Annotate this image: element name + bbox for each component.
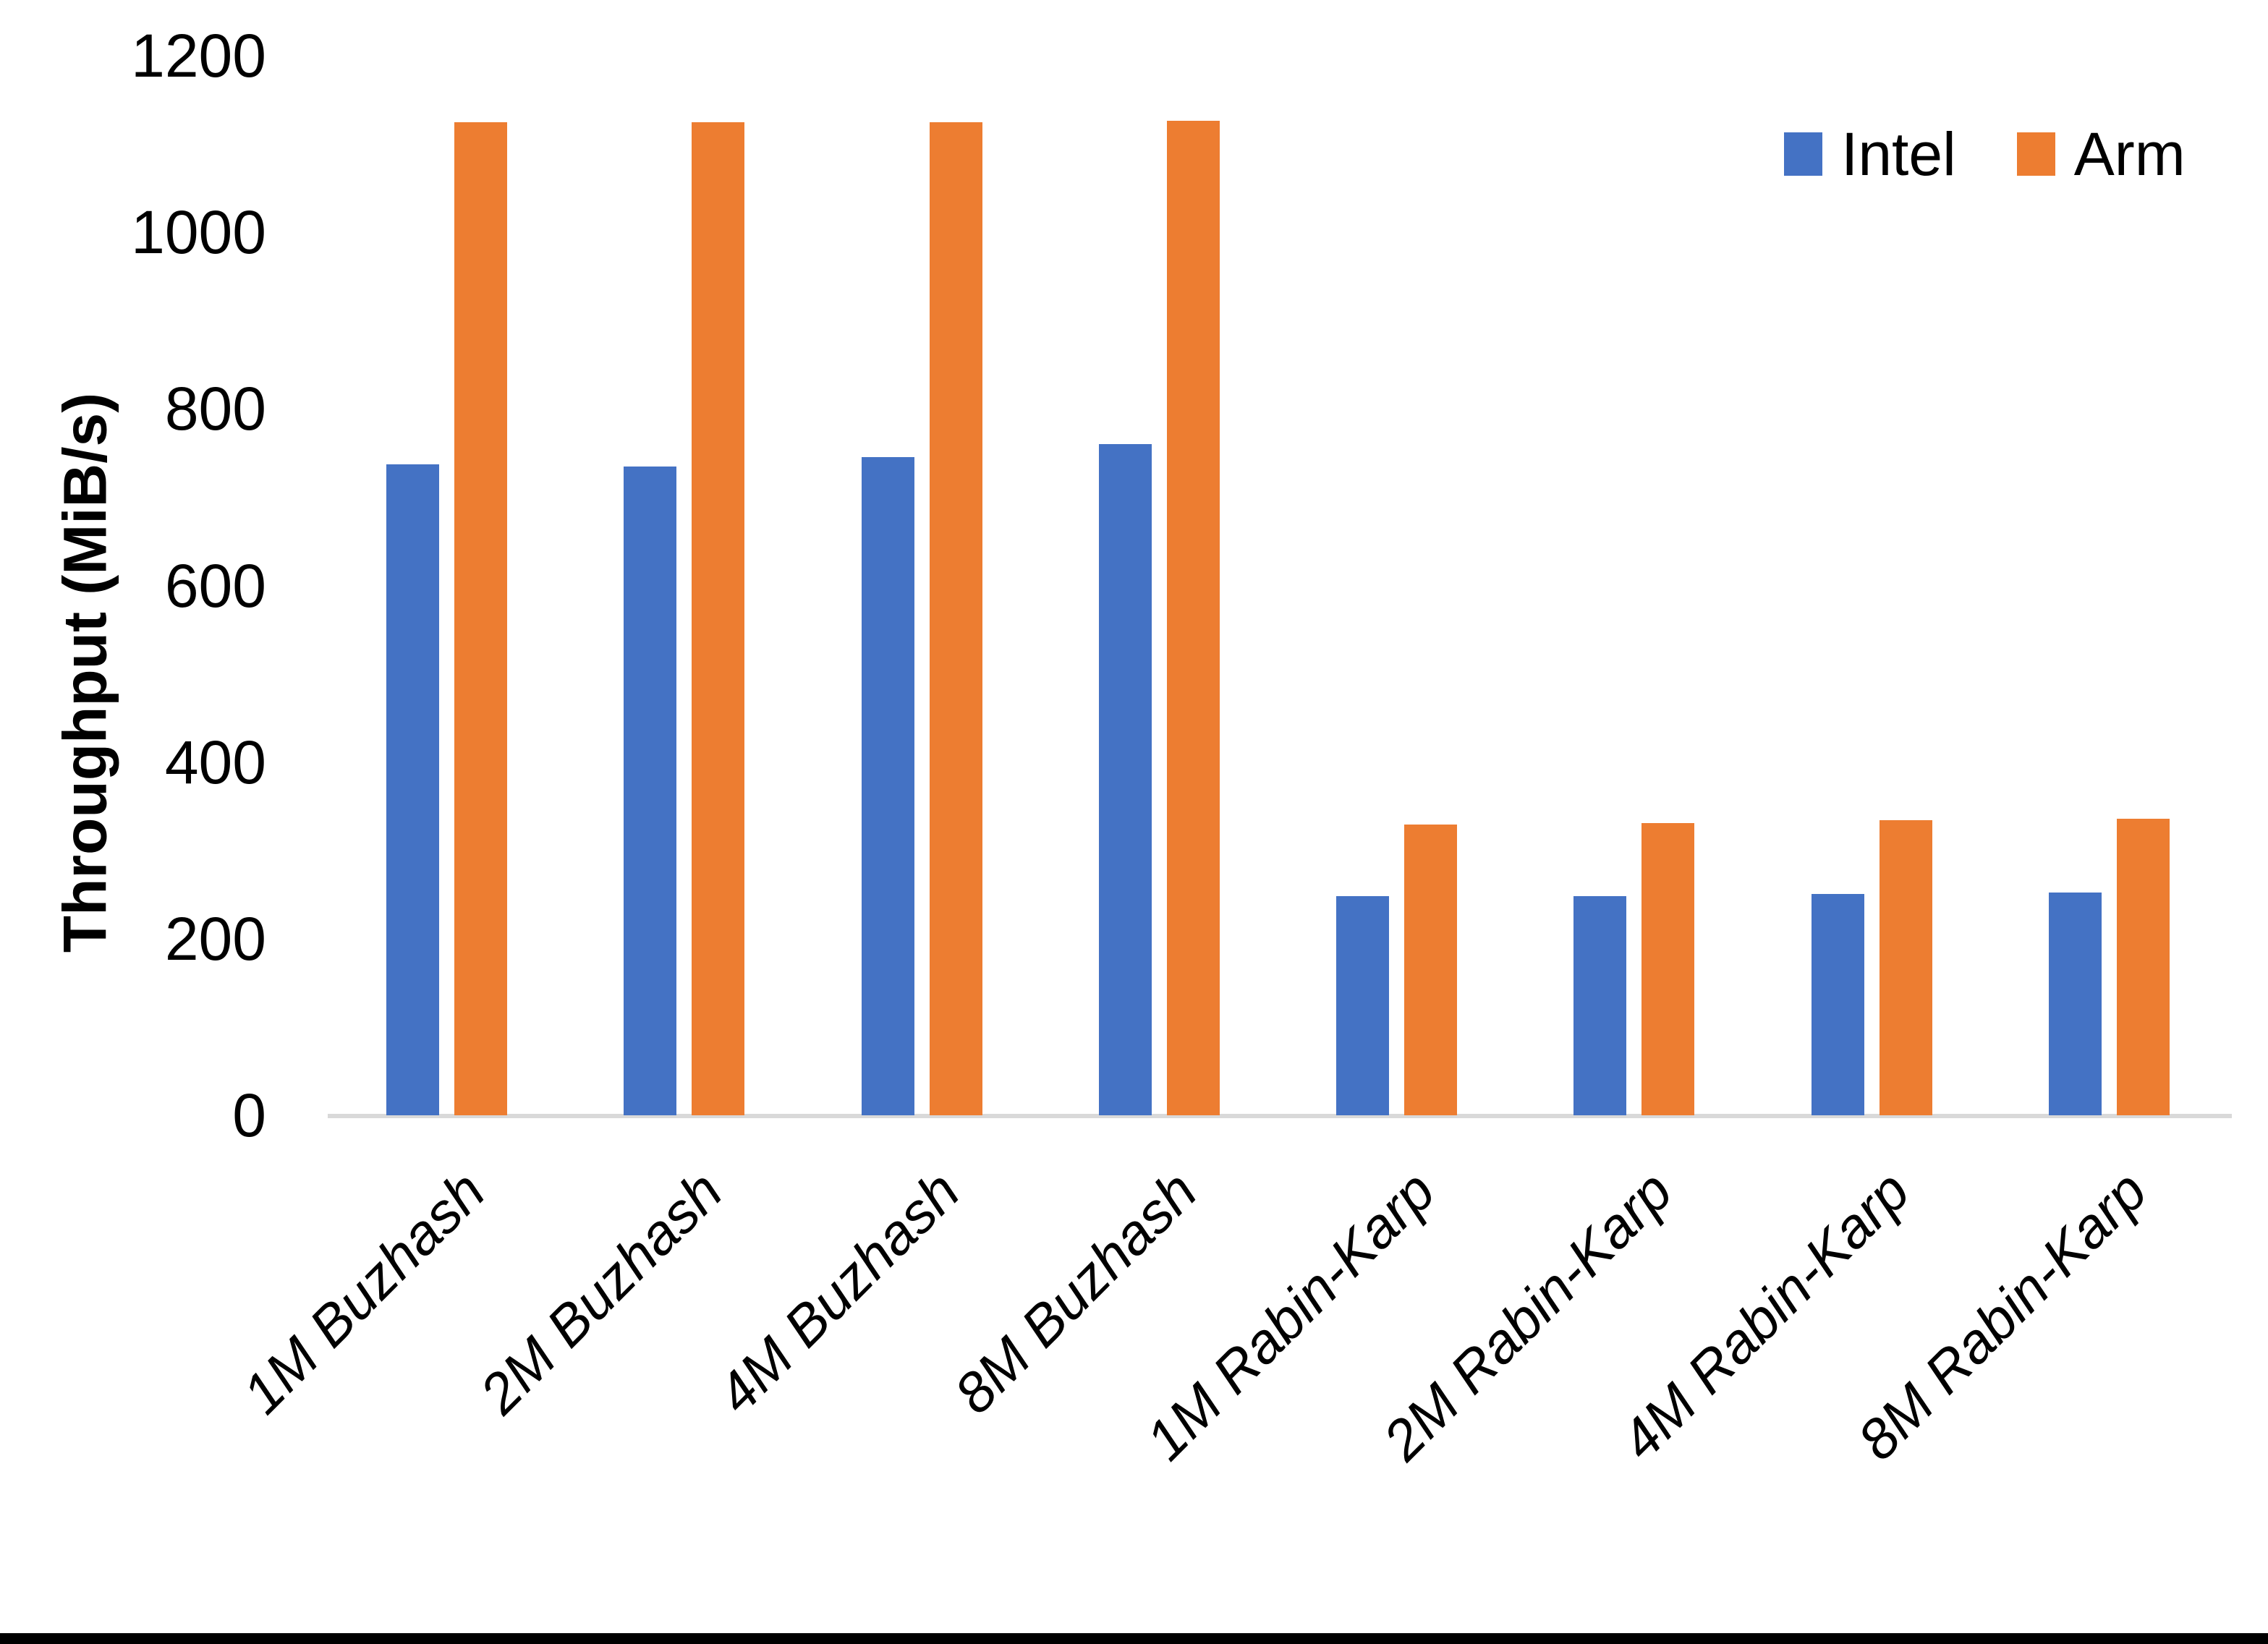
bar-arm-5 — [1404, 825, 1457, 1115]
bar-arm-2 — [692, 122, 745, 1115]
y-tick-label-1000: 1000 — [131, 198, 266, 267]
bar-arm-6 — [1641, 822, 1695, 1115]
y-tick-label-400: 400 — [164, 728, 266, 796]
y-tick-label-600: 600 — [164, 551, 266, 620]
bar-intel-2 — [624, 466, 677, 1115]
legend-item-intel: Intel — [1784, 120, 1956, 188]
bar-intel-5 — [1336, 896, 1389, 1115]
legend: Intel Arm — [1784, 120, 2186, 188]
category-label-3: 4M Buzhash — [705, 1159, 972, 1426]
y-tick-label-1200: 1200 — [131, 22, 266, 90]
bar-intel-7 — [1811, 893, 1864, 1115]
x-axis-line — [328, 1114, 2232, 1118]
category-label-1: 1M Buzhash — [229, 1159, 497, 1426]
legend-label-arm: Arm — [2073, 120, 2186, 188]
intel-series-swatch-icon — [1784, 132, 1822, 176]
category-label-2: 2M Buzhash — [467, 1159, 734, 1426]
bar-arm-4 — [1166, 121, 1220, 1115]
bar-intel-1 — [386, 464, 439, 1115]
y-tick-label-0: 0 — [232, 1081, 266, 1149]
category-label-4: 8M Buzhash — [942, 1159, 1210, 1426]
bar-intel-4 — [1098, 444, 1152, 1115]
y-tick-label-800: 800 — [164, 375, 266, 443]
legend-label-intel: Intel — [1841, 120, 1956, 188]
arm-series-swatch-icon — [2016, 132, 2055, 176]
bar-intel-6 — [1573, 896, 1627, 1115]
bar-arm-3 — [929, 122, 982, 1115]
bar-arm-7 — [1879, 820, 1932, 1115]
legend-item-arm: Arm — [2016, 120, 2186, 188]
bar-arm-8 — [2116, 818, 2170, 1115]
y-axis-title: Throughput (MiB/s) — [51, 392, 119, 953]
bar-intel-8 — [2048, 893, 2102, 1115]
bar-arm-1 — [454, 122, 507, 1115]
y-tick-label-200: 200 — [164, 904, 266, 973]
bottom-border — [0, 1633, 2268, 1644]
bar-intel-3 — [861, 457, 914, 1115]
